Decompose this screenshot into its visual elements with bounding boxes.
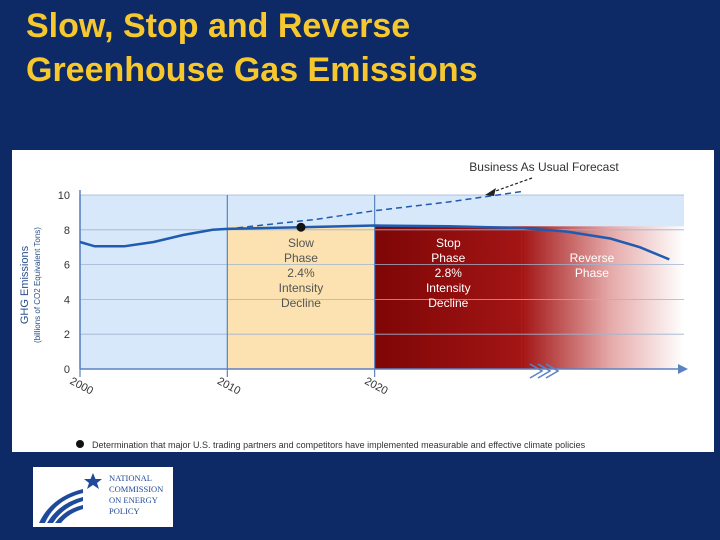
- y-tick-label: 10: [58, 190, 70, 202]
- y-tick-label: 0: [64, 364, 70, 376]
- phase-reverse-region: [521, 226, 684, 369]
- bau-annotation-arrowhead: [485, 188, 496, 196]
- phase-reverse-label-line: Reverse: [570, 251, 615, 265]
- x-tick-label: 2010: [215, 375, 242, 397]
- logo-text-line4: POLICY: [109, 506, 140, 516]
- logo-swoosh-icon-2: [47, 497, 83, 523]
- logo-text-line1: NATIONAL: [109, 473, 152, 483]
- logo-star-icon: [84, 473, 102, 489]
- grid-lines: [80, 194, 684, 335]
- logo-text-line3: ON ENERGY: [109, 495, 158, 505]
- chart-panel: 0 2 4 6 8 10 2000 2010 2020 GHG Emissions (bill…: [12, 150, 714, 452]
- phase-slow-label-line: Phase: [284, 251, 318, 265]
- phase-stop-region: [374, 226, 522, 369]
- emissions-chart: 0 2 4 6 8 10 2000 2010 2020 GHG Emissions (bill…: [19, 160, 688, 450]
- y-axis-label-line1: GHG Emissions: [19, 245, 31, 324]
- continuation-chevrons-icon: [529, 363, 560, 379]
- phase-stop-label-line: Stop: [436, 236, 461, 250]
- phase-stop-label-line: Intensity: [426, 281, 471, 295]
- x-tick-label: 2020: [362, 375, 389, 397]
- slide-title: Slow, Stop and Reverse Greenhouse Gas Em…: [26, 4, 478, 92]
- x-axis-arrow-icon: [678, 364, 688, 374]
- phase-stop-label-line: Decline: [428, 296, 468, 310]
- bau-annotation: Business As Usual Forecast: [469, 160, 619, 174]
- y-tick-label: 6: [64, 260, 70, 272]
- determination-marker: [296, 222, 306, 232]
- phase-slow-region: [227, 226, 375, 369]
- phase-slow-label-line: 2.4%: [287, 266, 315, 280]
- logo-swoosh-icon-3: [55, 505, 83, 523]
- y-tick-label: 8: [64, 225, 70, 237]
- y-tick-label: 2: [64, 329, 70, 341]
- footnote-bullet: [76, 440, 84, 448]
- title-line-2: Greenhouse Gas Emissions: [26, 51, 478, 89]
- phase-slow-label-line: Intensity: [279, 281, 324, 295]
- commission-logo: NATIONAL COMMISSION ON ENERGY POLICY: [33, 467, 173, 527]
- logo-swoosh-icon: [39, 489, 83, 523]
- phase-stop-label-line: 2.8%: [435, 266, 463, 280]
- title-line-1: Slow, Stop and Reverse: [26, 7, 411, 45]
- phase-reverse-label-line: Phase: [575, 266, 609, 280]
- phase-labels: SlowPhase2.4%IntensityDeclineStopPhase2.…: [279, 236, 615, 310]
- logo-text-line2: COMMISSION: [109, 484, 163, 494]
- phase-slow-label-line: Decline: [281, 296, 321, 310]
- x-tick-labels: 2000 2010 2020: [68, 375, 390, 397]
- bau-annotation-arrow: [489, 177, 533, 194]
- footnote-text: Determination that major U.S. trading pa…: [92, 440, 586, 450]
- y-tick-label: 4: [64, 294, 70, 306]
- y-tick-labels: 0 2 4 6 8 10: [58, 190, 70, 376]
- phase-stop-label-line: Phase: [431, 251, 465, 265]
- y-axis-label-line2: (billions of CO2 Equivalent Tons): [33, 227, 42, 343]
- phase-slow-label-line: Slow: [288, 236, 314, 250]
- x-tick-label: 2000: [68, 375, 95, 397]
